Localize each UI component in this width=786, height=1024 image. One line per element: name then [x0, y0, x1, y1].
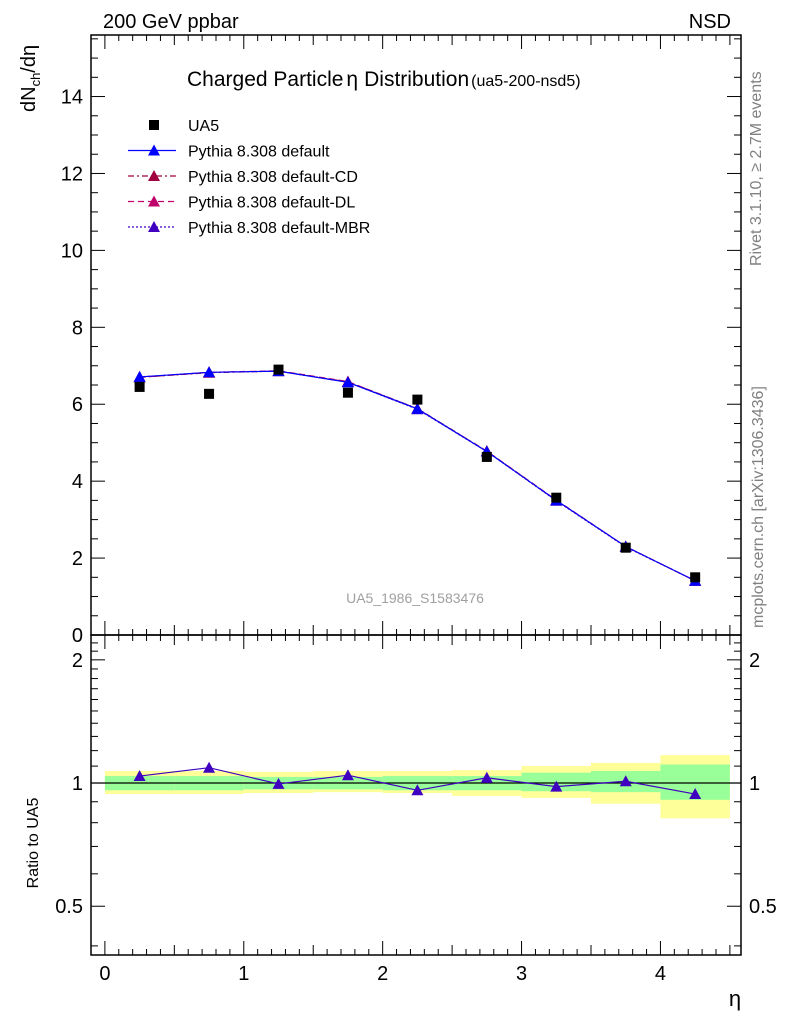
main-y-tick-label: 10 [61, 240, 83, 262]
chart-title-eta: η [346, 68, 358, 91]
ratio-series-point [341, 769, 354, 781]
main-y-tick-label: 12 [61, 163, 83, 185]
legend-entry-label: Pythia 8.308 default-MBR [188, 220, 370, 237]
ua5-data-point [412, 394, 423, 405]
x-tick-label: 0 [99, 963, 110, 985]
main-y-tick-label: 14 [61, 87, 83, 109]
mcplots-reference-label: mcplots.cern.ch [arXiv:1306.3436] [750, 386, 767, 628]
main-y-axis-ticks: 0 2 4 6 8 10 12 14 [61, 38, 741, 647]
ua5-data-point [690, 572, 701, 583]
main-y-tick-label: 6 [72, 394, 83, 416]
collision-energy-label: 200 GeV ppbar [103, 11, 239, 33]
legend-entry-label: Pythia 8.308 default-CD [188, 169, 358, 186]
ua5-data-point [551, 492, 562, 503]
ratio-series-point [272, 777, 285, 789]
ratio-y-tick-label: 0.5 [55, 896, 83, 918]
ratio-y-axis-ticks: 0.5 0.5 1 1 2 2 [55, 642, 777, 947]
ratio-y-tick-label-right: 0.5 [749, 896, 777, 918]
ratio-y-tick-label: 2 [72, 650, 83, 672]
ratio-series-point [133, 770, 146, 782]
legend: UA5 Pythia 8.308 default Pythia 8.308 defa… [128, 118, 370, 237]
ua5-data-point [620, 542, 631, 553]
ratio-series-point [411, 784, 424, 796]
ratio-plot-marks [133, 761, 702, 800]
y-axis-label-sub: ch [28, 73, 43, 87]
main-y-tick-label: 0 [72, 625, 83, 647]
ua5-data-point [342, 387, 353, 398]
chart-title-suffix: Distribution [364, 68, 469, 91]
ratio-series-point [689, 788, 702, 800]
ratio-y-tick-label-right: 2 [749, 650, 760, 672]
mc-series-point [203, 366, 216, 378]
legend-entry-label: Pythia 8.308 default [188, 144, 330, 161]
main-panel: 0 2 4 6 8 10 12 14 Charged Particle η Distributio… [18, 34, 742, 647]
ratio-series-point [203, 761, 216, 773]
ua5-data-point [134, 381, 145, 392]
x-tick-label: 2 [377, 963, 388, 985]
ratio-y-tick-label: 1 [72, 773, 83, 795]
x-tick-label: 1 [238, 963, 249, 985]
rivet-version-label: Rivet 3.1.10, ≥ 2.7M events [748, 71, 765, 266]
y-axis-label-tail: /dη [18, 45, 40, 73]
ratio-series-point [480, 771, 493, 783]
x-tick-label: 3 [516, 963, 527, 985]
x-tick-label: 4 [655, 963, 666, 985]
process-label: NSD [689, 11, 731, 33]
legend-marker [148, 170, 160, 181]
chart-subtitle: (ua5-200-nsd5) [471, 73, 580, 90]
ratio-panel: 0.5 0.5 1 1 2 2 0 1 2 3 4 Ratio to UA5 η [25, 634, 777, 1011]
ratio-uncertainty-bands [104, 755, 730, 819]
legend-marker [148, 144, 160, 156]
mc-series-point [341, 376, 354, 388]
ratio-series-point [550, 780, 563, 792]
main-y-tick-label: 4 [72, 471, 83, 493]
ratio-series-point [619, 775, 632, 787]
legend-marker [148, 221, 160, 232]
chart-title-text: Charged Particle [187, 68, 343, 91]
legend-marker [148, 195, 160, 207]
main-x-axis-ticks [104, 35, 731, 635]
mc-series-point [411, 402, 424, 414]
main-plot-marks [133, 364, 702, 586]
ratio-plot-frame [90, 634, 742, 956]
legend-marker-ua5 [149, 120, 159, 130]
ratio-x-axis-ticks: 0 1 2 3 4 [99, 635, 731, 985]
ua5-data-point [481, 451, 492, 462]
main-y-tick-label: 8 [72, 317, 83, 339]
ratio-y-axis-label: Ratio to UA5 [25, 798, 42, 889]
ua5-data-point [204, 388, 215, 399]
legend-entry-label: UA5 [188, 118, 219, 135]
y-axis-label: dNch/dη [18, 45, 43, 112]
mc-series-point [133, 370, 146, 382]
ratio-y-tick-label-right: 1 [749, 773, 760, 795]
y-axis-label-main: dN [18, 86, 40, 112]
chart-title: Charged Particle η Distribution (ua5-200-ns… [187, 68, 581, 91]
legend-entry-label: Pythia 8.308 default-DL [188, 195, 355, 212]
main-y-tick-label: 2 [72, 548, 83, 570]
ua5-data-point [273, 364, 284, 375]
x-axis-label: η [729, 986, 741, 1011]
analysis-watermark: UA5_1986_S1583476 [346, 590, 484, 606]
